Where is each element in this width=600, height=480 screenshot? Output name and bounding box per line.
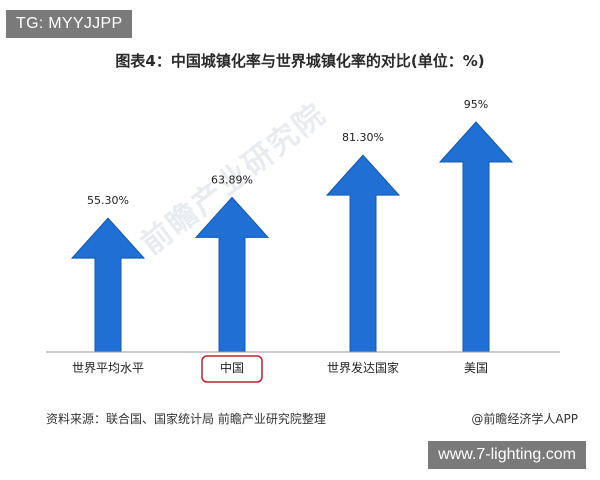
data-source-note: 资料来源：联合国、国家统计局 前瞻产业研究院整理	[46, 412, 326, 426]
category-label: 世界平均水平	[72, 361, 144, 375]
credit-note: @前瞻经济学人APP	[471, 412, 578, 426]
category-label: 美国	[464, 361, 488, 375]
data-label: 63.89%	[211, 173, 253, 186]
data-label: 81.30%	[342, 131, 384, 144]
data-label: 55.30%	[87, 194, 129, 207]
data-label: 95%	[464, 98, 488, 111]
channel-badge: TG: MYYJJPP	[6, 10, 133, 38]
category-label: 世界发达国家	[327, 360, 399, 375]
arrow-bar	[438, 121, 514, 353]
arrow-bar	[70, 217, 146, 353]
highlight-box	[201, 355, 263, 383]
chart-title: 图表4：中国城镇化率与世界城镇化率的对比(单位：%)	[115, 52, 485, 70]
site-watermark: www.7-lighting.com	[428, 441, 586, 469]
arrow-bar	[194, 196, 270, 353]
category-label: 中国	[220, 360, 244, 375]
arrow-bar	[325, 154, 401, 353]
